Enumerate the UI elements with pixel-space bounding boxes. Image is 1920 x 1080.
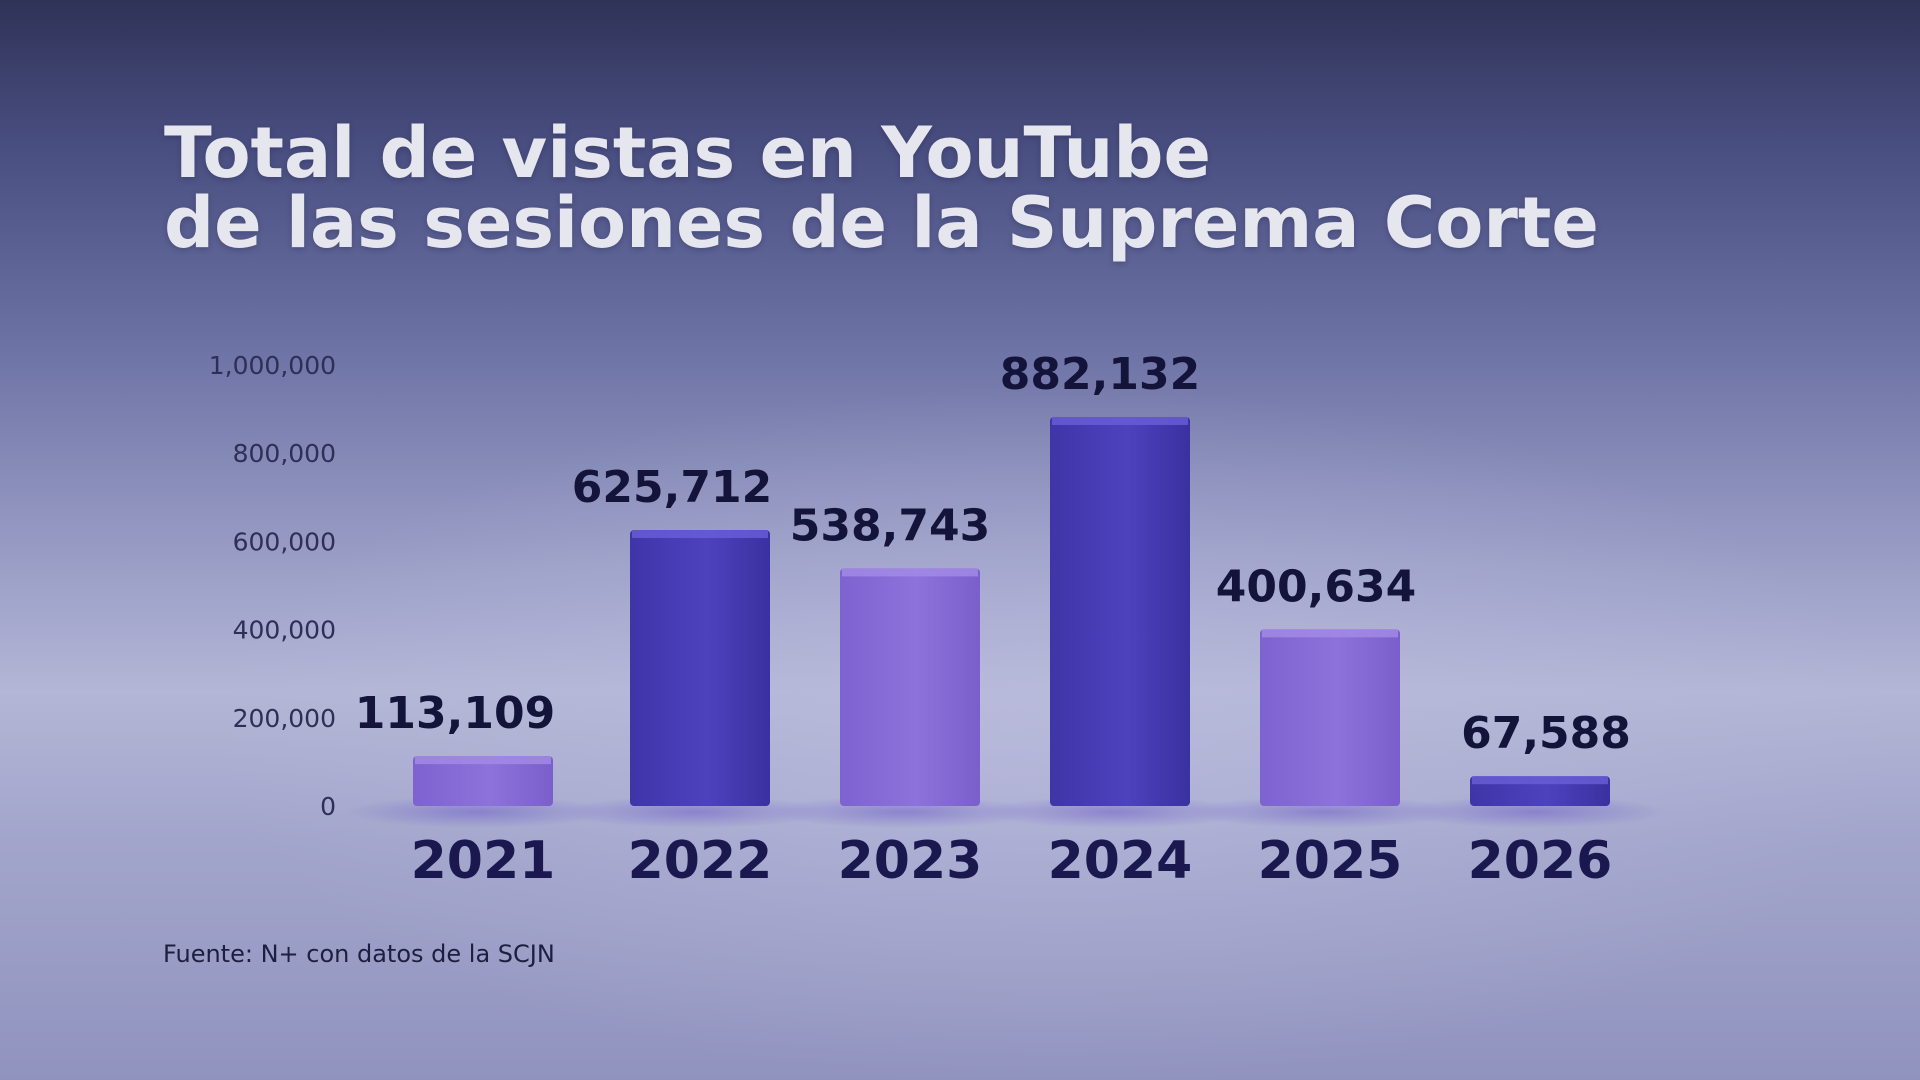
category-label: 2026: [1468, 831, 1613, 891]
chart-title-line-2: de las sesiones de la Suprema Corte: [164, 182, 1599, 264]
y-tick-label: 600,000: [233, 527, 336, 556]
chart-title-line-1: Total de vistas en YouTube: [164, 112, 1211, 194]
value-label: 625,712: [572, 462, 772, 513]
value-label: 538,743: [790, 500, 990, 551]
bar-top-edge: [842, 568, 978, 577]
category-label: 2022: [628, 831, 773, 891]
value-label: 882,132: [1000, 349, 1200, 400]
bar-2024: [1050, 416, 1190, 806]
y-tick-label: 200,000: [233, 704, 336, 733]
bar-top-edge: [632, 530, 768, 539]
chart-title: Total de vistas en YouTube de las sesion…: [164, 118, 1664, 258]
y-tick-label: 800,000: [233, 439, 336, 468]
bars: [344, 416, 1667, 828]
y-tick-label: 1,000,000: [209, 351, 336, 380]
y-axis: 0 200,000 400,000 600,000 800,000 1,000,000: [209, 351, 336, 821]
value-label: 67,588: [1461, 708, 1631, 759]
bar-2025: [1260, 629, 1400, 806]
bar-top-edge: [1472, 776, 1608, 785]
source-note: Fuente: N+ con datos de la SCJN: [163, 940, 555, 968]
category-labels: 2021 2022 2023 2024 2025 2026: [411, 831, 1613, 891]
y-tick-label: 400,000: [233, 616, 336, 645]
category-label: 2023: [838, 831, 983, 891]
value-labels: 113,109 625,712 538,743 882,132 400,634 67,58…: [355, 349, 1631, 759]
bar-2021: [413, 756, 553, 806]
bar-top-edge: [415, 756, 551, 765]
y-tick-label: 0: [320, 792, 336, 821]
value-label: 400,634: [1216, 561, 1416, 612]
value-label: 113,109: [355, 688, 555, 739]
category-label: 2024: [1048, 831, 1193, 891]
bar-2022: [630, 530, 770, 806]
bar-top-edge: [1262, 629, 1398, 638]
category-label: 2025: [1258, 831, 1403, 891]
category-label: 2021: [411, 831, 556, 891]
bar-top-edge: [1052, 416, 1188, 425]
bar-2023: [840, 568, 980, 806]
